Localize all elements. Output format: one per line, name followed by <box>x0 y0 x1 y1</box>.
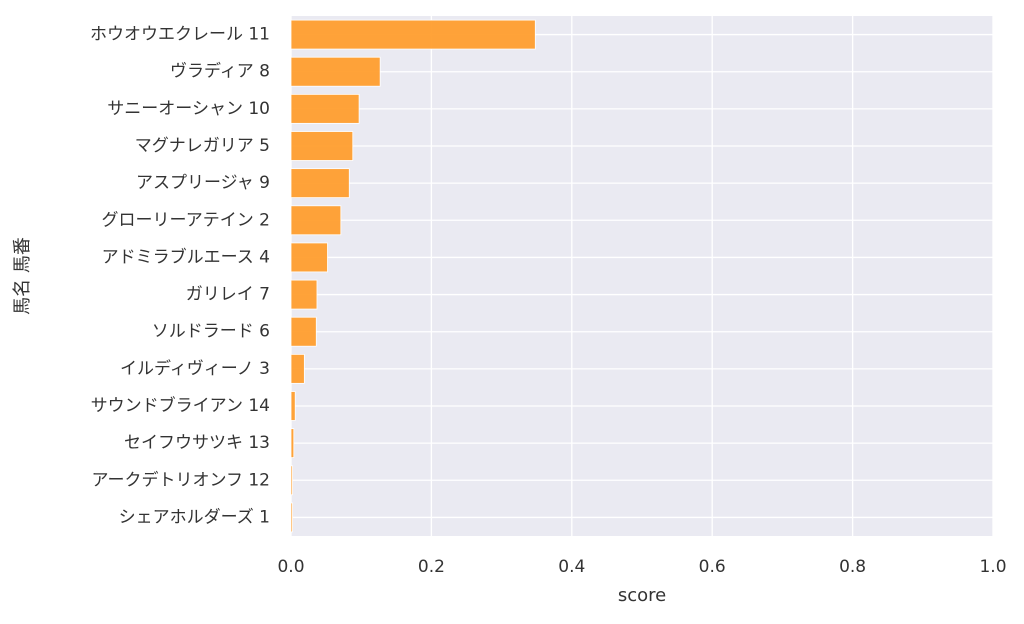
bar <box>290 465 293 496</box>
x-tick-label: 1.0 <box>979 557 1006 577</box>
x-tick-label: 0.2 <box>418 557 445 577</box>
y-tick-labels: ホウオウエクレール 11 ヴラディア 8 サニーオーシャン 10 マグナレガリア 5 ア… <box>90 25 270 528</box>
y-tick-label: ソルドラード 6 <box>152 322 270 342</box>
bar <box>290 93 360 124</box>
y-tick-label: ヴラディア 8 <box>170 61 270 82</box>
y-tick-label: サウンドブライアン 14 <box>91 395 270 416</box>
y-tick-label: ガリレイ 7 <box>186 285 270 305</box>
bar <box>290 428 295 459</box>
x-axis-label: score <box>618 585 666 606</box>
bar <box>290 353 305 384</box>
y-tick-label: アスプリージャ 9 <box>136 173 270 193</box>
y-axis-label: 馬名 馬番 <box>12 237 33 315</box>
bars-layer <box>290 19 536 533</box>
y-tick-label: イルディヴィーノ 3 <box>120 358 270 379</box>
x-tick-labels: 0.0 0.2 0.4 0.6 0.8 1.0 <box>277 557 1006 577</box>
bar <box>290 19 536 50</box>
y-tick-label: セイフウサツキ 13 <box>124 433 270 453</box>
y-tick-label: マグナレガリア 5 <box>135 136 270 156</box>
x-tick-label: 0.0 <box>277 557 304 577</box>
bar <box>290 56 381 87</box>
bar <box>290 316 317 347</box>
grid-layer <box>290 16 994 536</box>
bar <box>290 242 328 273</box>
x-tick-label: 0.4 <box>558 557 585 577</box>
y-tick-label: グローリーアテイン 2 <box>101 210 270 230</box>
bar <box>290 131 354 161</box>
x-tick-label: 0.6 <box>699 557 726 577</box>
bar <box>290 279 318 310</box>
y-tick-label: アドミラブルエース 4 <box>102 246 270 267</box>
y-tick-label: アークデトリオンフ 12 <box>91 469 270 490</box>
bar <box>290 168 350 199</box>
y-tick-label: サニーオーシャン 10 <box>107 99 270 119</box>
bar <box>290 502 293 533</box>
y-tick-label: シェアホルダーズ 1 <box>119 507 270 527</box>
x-tick-label: 0.8 <box>839 557 866 577</box>
plot-background <box>291 16 993 536</box>
bar <box>290 205 342 236</box>
bar <box>290 391 296 421</box>
y-tick-label: ホウオウエクレール 11 <box>90 25 270 45</box>
